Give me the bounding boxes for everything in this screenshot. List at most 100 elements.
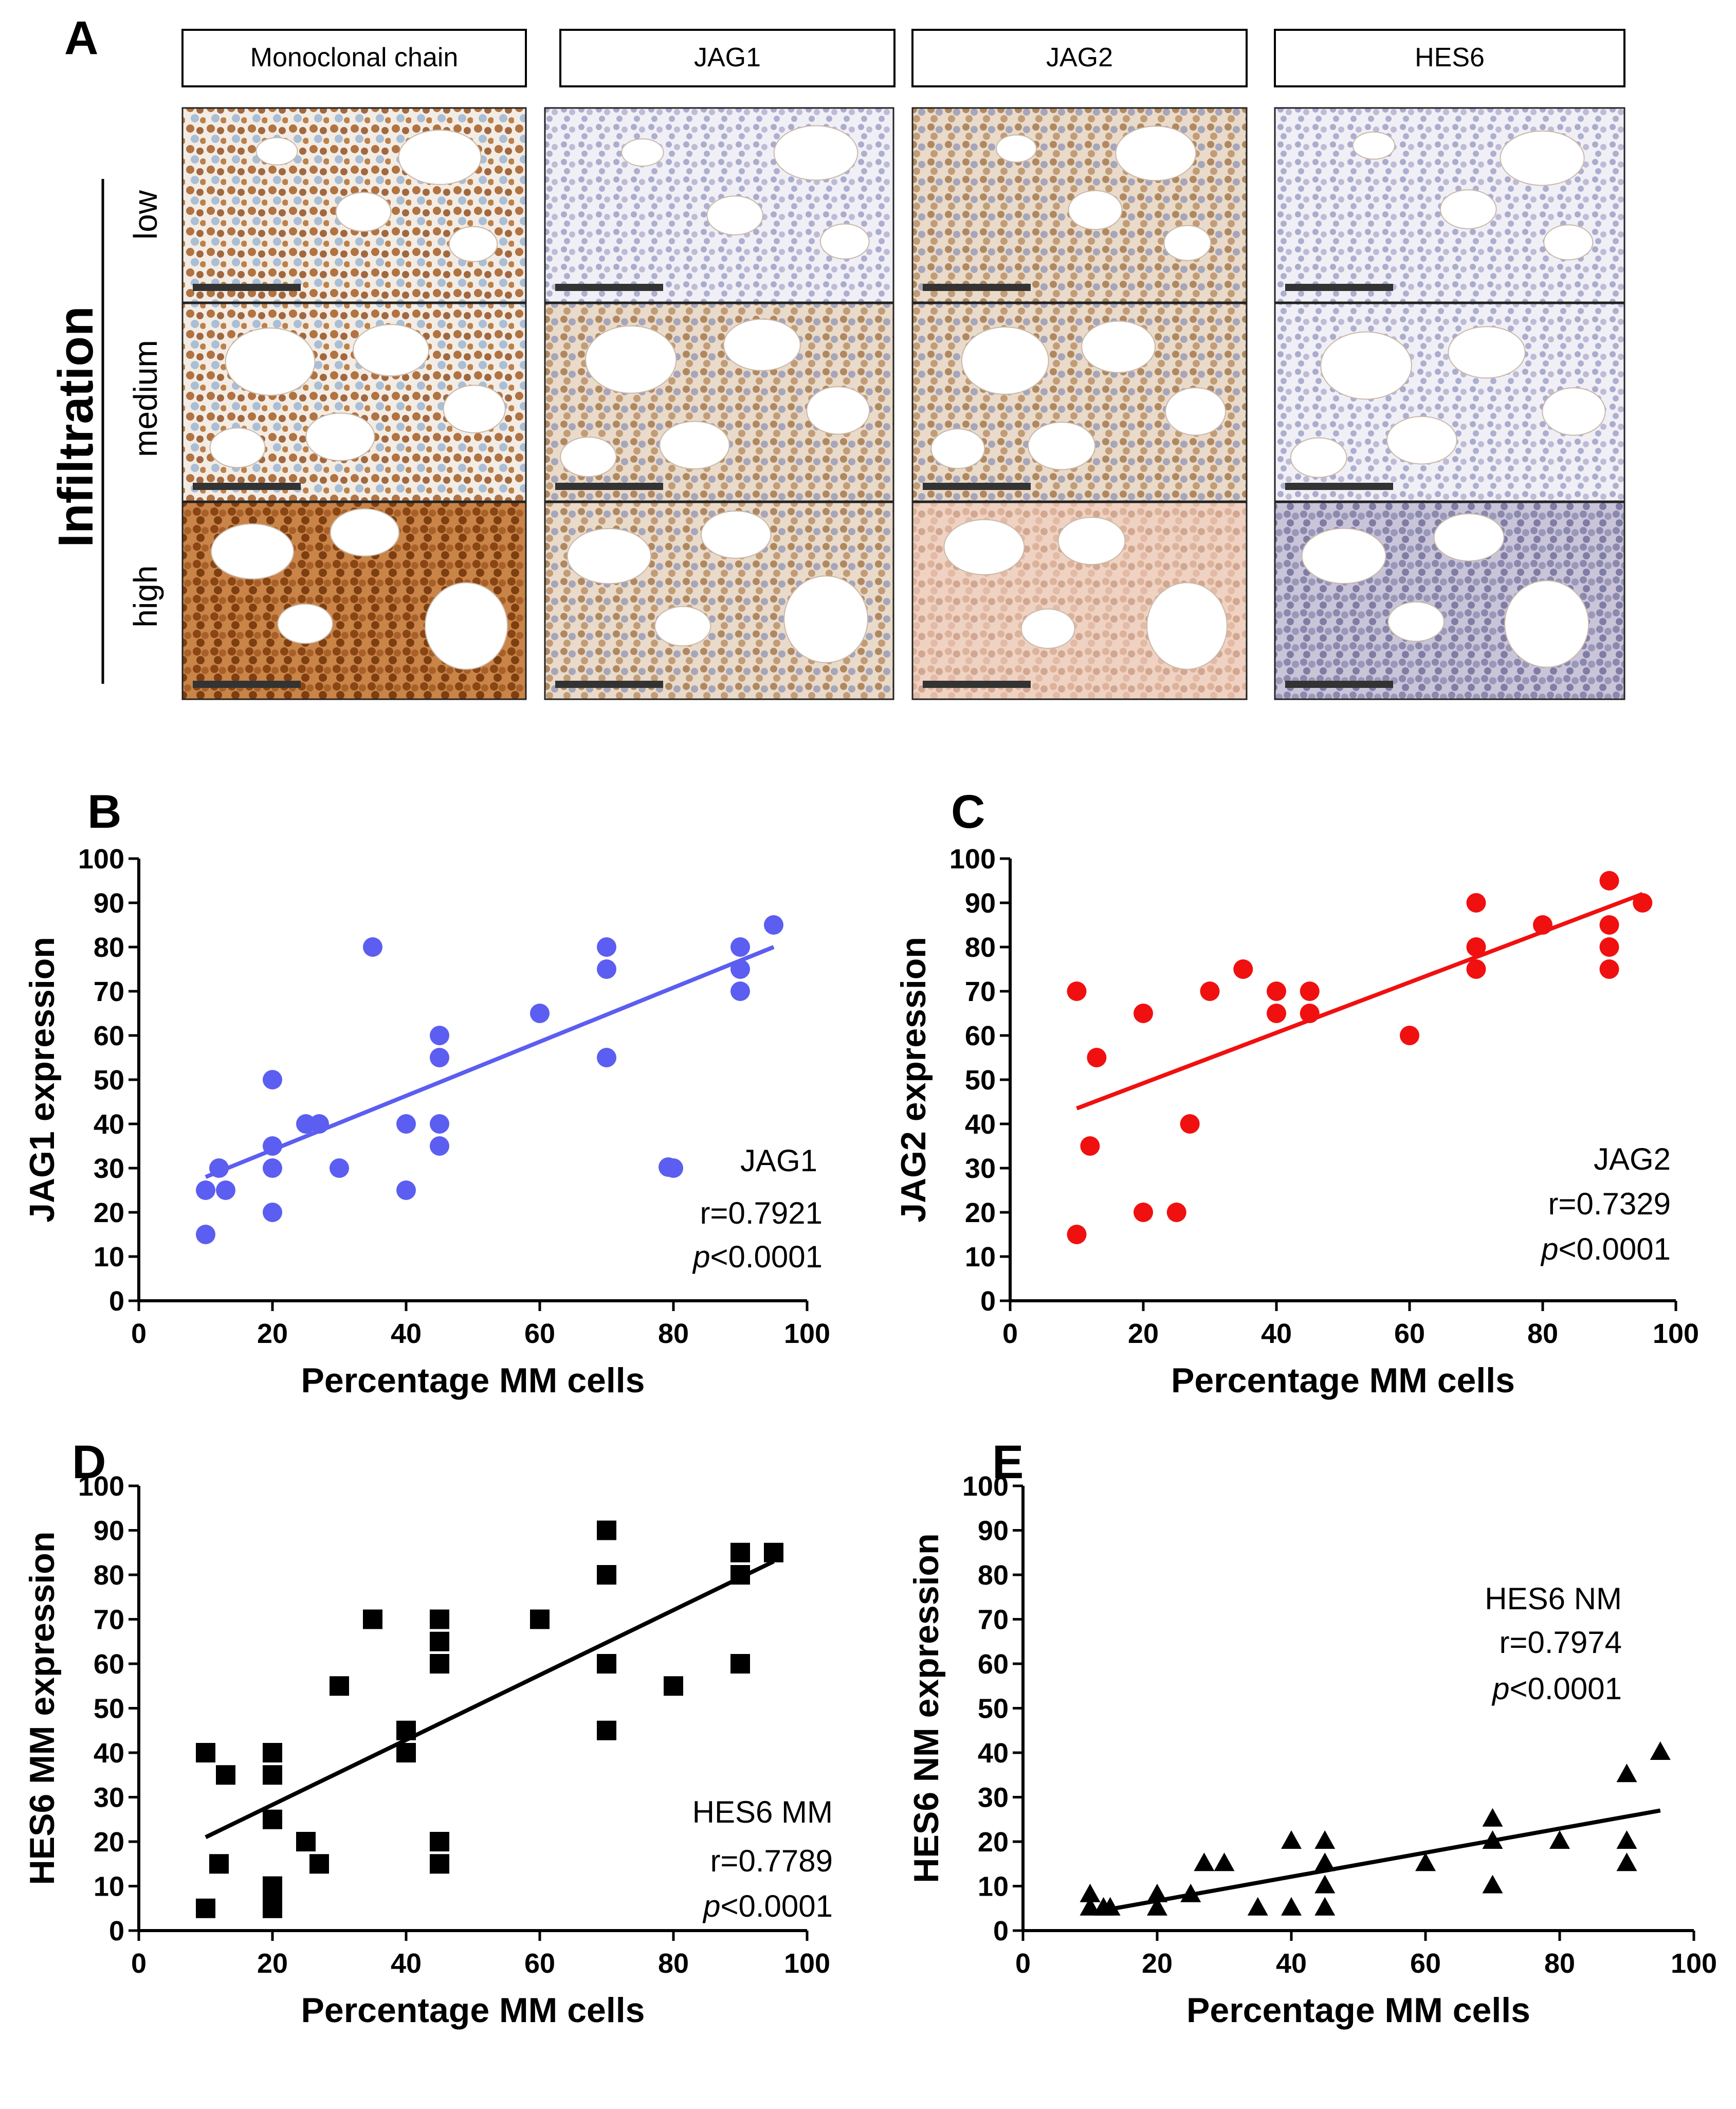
x-tick-label: 20: [1142, 1948, 1173, 1979]
y-tick-label: 20: [978, 1827, 1009, 1858]
x-tick-label: 60: [1394, 1318, 1425, 1349]
y-tick-label: 50: [978, 1694, 1009, 1724]
x-tick-label: 80: [658, 1948, 689, 1979]
micrograph-jag2-medium: [911, 302, 1248, 502]
data-point: [764, 915, 783, 935]
column-header-label: JAG2: [1046, 43, 1113, 72]
data-point: [1415, 1852, 1436, 1871]
column-header-monoclonal-chain: Monoclonal chain: [181, 29, 527, 87]
data-point: [209, 1158, 229, 1178]
y-tick-label: 80: [978, 1560, 1009, 1591]
micrograph-jag1-low: [544, 107, 894, 303]
legend-label: JAG2: [1594, 1142, 1671, 1176]
x-axis-label: Percentage MM cells: [1171, 1361, 1515, 1400]
data-point: [1067, 1225, 1087, 1244]
data-point: [1466, 959, 1486, 979]
data-point: [1314, 1875, 1336, 1894]
legend-marker: [659, 1157, 678, 1177]
y-tick-label: 50: [94, 1065, 124, 1096]
infiltration-label: Infiltration: [48, 306, 103, 547]
panel-a: A Monoclonal chain JAG1 JAG2 HES6 low me…: [48, 12, 1625, 700]
y-tick-label: 10: [94, 1242, 124, 1272]
regression-line: [205, 945, 775, 1179]
x-tick-label: 0: [1002, 1318, 1018, 1349]
data-point: [1314, 1830, 1336, 1849]
micrograph-grid: [181, 107, 1625, 700]
y-tick-label: 90: [94, 1516, 124, 1547]
x-tick-label: 60: [1410, 1948, 1441, 1979]
data-point: [263, 1203, 282, 1222]
data-point: [1482, 1808, 1503, 1827]
x-tick-label: 80: [1527, 1318, 1558, 1349]
data-point: [1194, 1852, 1215, 1871]
data-point: [363, 937, 382, 957]
data-point: [730, 959, 750, 979]
data-point: [1134, 1203, 1153, 1222]
y-tick-label: 30: [965, 1153, 996, 1184]
x-axis-label: Percentage MM cells: [301, 1361, 645, 1400]
data-point: [1281, 1830, 1302, 1849]
y-tick-label: 100: [962, 1471, 1009, 1502]
p-value: p<0.0001: [692, 1240, 823, 1274]
data-point: [1314, 1852, 1336, 1871]
data-point: [730, 981, 750, 1001]
column-header-jag2: JAG2: [911, 29, 1248, 87]
y-tick-label: 60: [94, 1021, 124, 1051]
panel-a-letter: A: [64, 12, 98, 64]
data-point: [396, 1180, 416, 1200]
y-tick-label: 0: [980, 1286, 996, 1317]
data-point: [1166, 1203, 1186, 1222]
data-point: [430, 1631, 449, 1651]
micrograph-jag2-high: [911, 501, 1248, 700]
data-point: [1616, 1852, 1637, 1871]
micrograph-monoclonal-chain-medium: [181, 302, 527, 502]
correlation-r: r=0.7329: [1548, 1187, 1671, 1221]
data-point: [1400, 1026, 1419, 1045]
legend-label: HES6 MM: [692, 1795, 833, 1829]
data-point: [196, 1743, 215, 1762]
data-point: [597, 1654, 616, 1674]
data-point: [597, 1720, 616, 1740]
y-tick-label: 50: [94, 1694, 124, 1724]
x-tick-label: 20: [1128, 1318, 1159, 1349]
chart-b: B 0 10 20 30 40 50 60 70 80 90 100 0 20 40 60 80 100 Perce…: [23, 786, 830, 1400]
data-point: [430, 1854, 449, 1874]
data-point: [309, 1114, 329, 1134]
column-header-jag1: JAG1: [559, 29, 896, 87]
legend-label: HES6 NM: [1485, 1581, 1622, 1616]
x-tick-label: 40: [1261, 1318, 1292, 1349]
data-point: [1067, 981, 1087, 1001]
micrograph-monoclonal-chain-low: [181, 107, 527, 303]
y-axis-label: JAG1 expression: [23, 937, 62, 1223]
data-point: [396, 1743, 416, 1762]
y-tick-label: 20: [94, 1197, 124, 1228]
data-point: [196, 1180, 215, 1200]
data-point: [1147, 1883, 1167, 1902]
data-point: [1599, 871, 1619, 890]
data-point: [1314, 1897, 1336, 1916]
data-point: [1549, 1830, 1570, 1849]
y-tick-label: 50: [965, 1065, 996, 1096]
data-point: [296, 1832, 316, 1851]
regression-line: [205, 1559, 775, 1839]
x-tick-label: 40: [391, 1948, 422, 1979]
p-value: p<0.0001: [1491, 1671, 1622, 1706]
y-tick-label: 20: [965, 1197, 996, 1228]
x-tick-label: 20: [257, 1318, 288, 1349]
x-tick-label: 80: [658, 1318, 689, 1349]
y-tick-label: 10: [94, 1871, 124, 1902]
x-tick-label: 40: [391, 1318, 422, 1349]
column-header-label: JAG1: [694, 43, 761, 72]
row-label-medium: medium: [127, 340, 164, 457]
y-tick-label: 40: [978, 1738, 1009, 1769]
data-point: [730, 937, 750, 957]
x-tick-label: 80: [1544, 1948, 1575, 1979]
y-tick-label: 80: [965, 932, 996, 963]
data-point: [1180, 1114, 1200, 1134]
correlation-r: r=0.7974: [1499, 1625, 1622, 1660]
column-header-label: HES6: [1415, 43, 1485, 72]
x-tick-label: 100: [1653, 1318, 1699, 1349]
data-point: [430, 1832, 449, 1851]
data-point: [597, 1520, 616, 1540]
